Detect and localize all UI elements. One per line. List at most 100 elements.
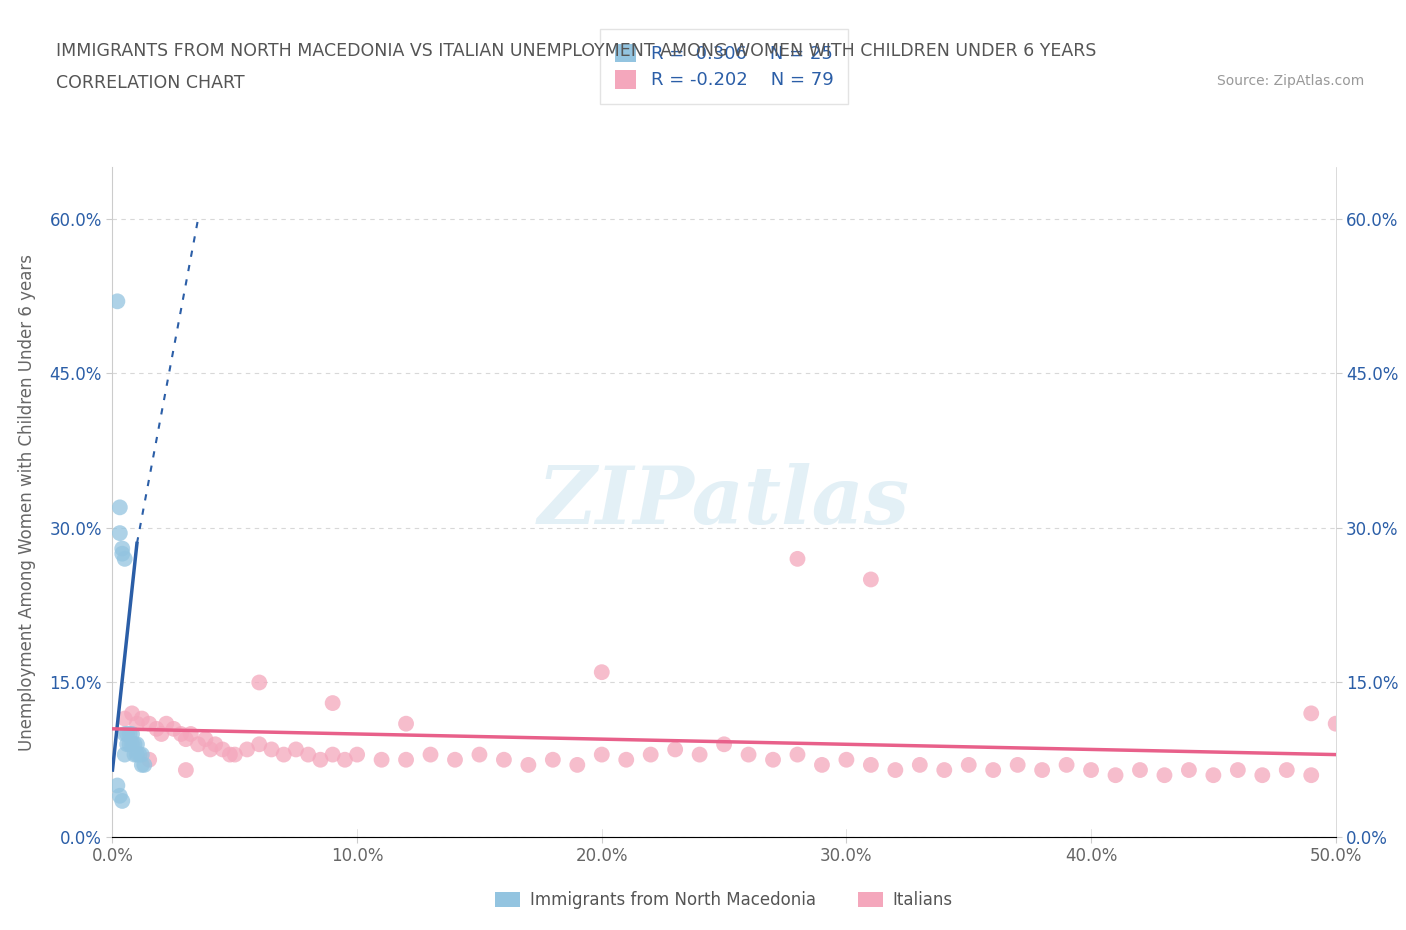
Point bbox=[859, 757, 882, 772]
Point bbox=[108, 789, 131, 804]
Point bbox=[260, 742, 283, 757]
Y-axis label: Unemployment Among Women with Children Under 6 years: Unemployment Among Women with Children U… bbox=[18, 254, 35, 751]
Point bbox=[934, 763, 956, 777]
Point bbox=[1202, 768, 1225, 783]
Point bbox=[395, 716, 418, 731]
Point bbox=[981, 763, 1004, 777]
Point bbox=[640, 747, 662, 762]
Point bbox=[200, 742, 222, 757]
Point bbox=[1104, 768, 1126, 783]
Point bbox=[118, 737, 141, 751]
Point bbox=[131, 747, 153, 762]
Point bbox=[737, 747, 759, 762]
Point bbox=[108, 525, 131, 540]
Point bbox=[145, 722, 167, 737]
Point bbox=[114, 747, 136, 762]
Point bbox=[115, 726, 138, 741]
Point bbox=[591, 665, 613, 680]
Point bbox=[786, 747, 808, 762]
Point bbox=[219, 747, 242, 762]
Point bbox=[444, 752, 467, 767]
Point bbox=[1031, 763, 1053, 777]
Point bbox=[118, 726, 141, 741]
Point bbox=[174, 732, 197, 747]
Point bbox=[1056, 757, 1078, 772]
Point bbox=[541, 752, 564, 767]
Point bbox=[236, 742, 259, 757]
Point bbox=[194, 732, 217, 747]
Point bbox=[370, 752, 392, 767]
Point bbox=[224, 747, 246, 762]
Point bbox=[322, 696, 344, 711]
Point bbox=[1178, 763, 1201, 777]
Point bbox=[309, 752, 332, 767]
Point bbox=[170, 726, 193, 741]
Point bbox=[125, 716, 148, 731]
Point bbox=[297, 747, 319, 762]
Point bbox=[121, 737, 143, 751]
Point bbox=[114, 711, 136, 726]
Point bbox=[1275, 763, 1298, 777]
Point bbox=[1129, 763, 1152, 777]
Point bbox=[204, 737, 226, 751]
Point bbox=[155, 716, 177, 731]
Point bbox=[174, 763, 197, 777]
Point bbox=[492, 752, 515, 767]
Point bbox=[121, 726, 143, 741]
Point bbox=[124, 737, 146, 751]
Point bbox=[138, 716, 160, 731]
Point bbox=[134, 757, 156, 772]
Point bbox=[614, 752, 637, 767]
Point bbox=[1080, 763, 1102, 777]
Point bbox=[835, 752, 858, 767]
Text: Source: ZipAtlas.com: Source: ZipAtlas.com bbox=[1216, 74, 1364, 88]
Point bbox=[105, 294, 128, 309]
Text: CORRELATION CHART: CORRELATION CHART bbox=[56, 74, 245, 92]
Point bbox=[346, 747, 368, 762]
Point bbox=[284, 742, 308, 757]
Point bbox=[859, 572, 882, 587]
Point bbox=[163, 722, 186, 737]
Point bbox=[131, 711, 153, 726]
Point bbox=[111, 793, 134, 808]
Point bbox=[111, 541, 134, 556]
Point bbox=[125, 747, 148, 762]
Point bbox=[1226, 763, 1249, 777]
Point bbox=[1153, 768, 1175, 783]
Point bbox=[567, 757, 589, 772]
Point bbox=[131, 757, 153, 772]
Point bbox=[811, 757, 834, 772]
Point bbox=[689, 747, 711, 762]
Point bbox=[105, 778, 128, 793]
Point bbox=[762, 752, 785, 767]
Point bbox=[419, 747, 441, 762]
Point bbox=[1324, 716, 1347, 731]
Text: IMMIGRANTS FROM NORTH MACEDONIA VS ITALIAN UNEMPLOYMENT AMONG WOMEN WITH CHILDRE: IMMIGRANTS FROM NORTH MACEDONIA VS ITALI… bbox=[56, 42, 1097, 60]
Point bbox=[395, 752, 418, 767]
Point bbox=[664, 742, 686, 757]
Point bbox=[273, 747, 295, 762]
Point bbox=[247, 675, 270, 690]
Point bbox=[115, 737, 138, 751]
Point bbox=[1007, 757, 1029, 772]
Point bbox=[114, 551, 136, 566]
Point bbox=[786, 551, 808, 566]
Point bbox=[111, 546, 134, 561]
Point bbox=[333, 752, 356, 767]
Point bbox=[128, 747, 150, 762]
Point bbox=[150, 726, 173, 741]
Point bbox=[211, 742, 233, 757]
Point bbox=[322, 747, 344, 762]
Point bbox=[517, 757, 540, 772]
Point bbox=[138, 752, 160, 767]
Point bbox=[591, 747, 613, 762]
Point bbox=[884, 763, 907, 777]
Point bbox=[247, 737, 270, 751]
Point bbox=[908, 757, 931, 772]
Point bbox=[1301, 706, 1323, 721]
Point bbox=[114, 726, 136, 741]
Point bbox=[713, 737, 735, 751]
Point bbox=[468, 747, 491, 762]
Legend: Immigrants from North Macedonia, Italians: Immigrants from North Macedonia, Italian… bbox=[488, 884, 960, 916]
Point bbox=[1251, 768, 1274, 783]
